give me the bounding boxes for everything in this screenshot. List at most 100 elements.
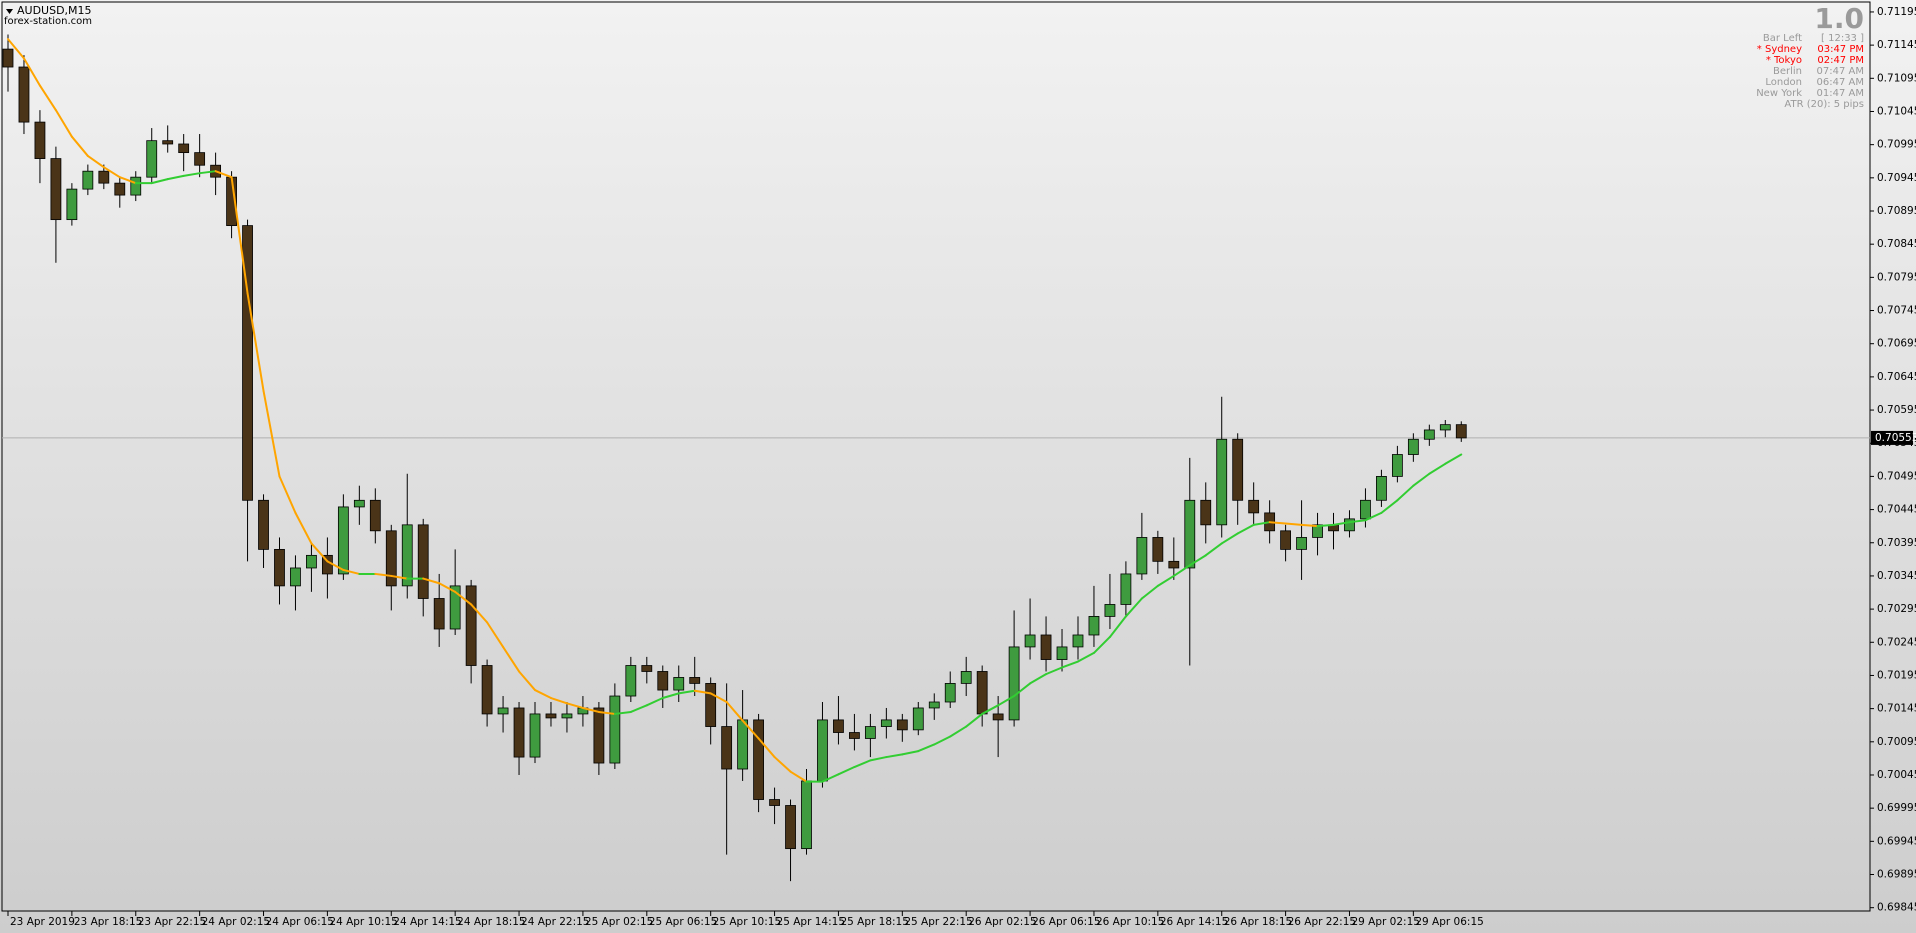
info-value: 07:47 AM [1817,66,1864,77]
moving-average-segment [38,84,57,112]
moving-average-segment [454,590,473,606]
info-label: London [1765,77,1802,88]
candle-body [1296,537,1307,550]
candle-body [545,713,557,719]
moving-average-segment [118,176,137,185]
moving-average-segment [22,57,41,87]
moving-average-segment [1332,521,1351,526]
candle [928,693,940,720]
x-tick-label: 23 Apr 18:15 [74,916,142,928]
info-label: Berlin [1773,66,1802,77]
candle [433,573,445,647]
candle [721,683,733,855]
candle [162,125,174,153]
moving-average-segment [725,700,744,722]
candle [609,683,621,770]
symbol-menu-arrow[interactable] [6,9,13,14]
moving-average-segment [837,766,856,776]
candle [896,713,908,742]
moving-average-segment [773,756,792,773]
candle [1024,598,1036,660]
candle-body [337,506,349,575]
candle [1184,457,1196,666]
moving-average-segment [470,603,489,624]
candle [1248,482,1260,525]
candle [1344,510,1355,538]
candle [114,177,126,208]
x-tick-label: 24 Apr 14:15 [393,916,461,928]
moving-average-segment [1172,564,1191,577]
x-tick-label: 23 Apr 22:15 [138,916,206,928]
candle-body [1088,616,1100,636]
candle [960,656,972,697]
y-tick-label: 0.70795 [1877,271,1916,283]
moving-average-segment [342,568,361,575]
candle [864,713,876,758]
info-atr: ATR (20): 5 pips [1784,99,1864,110]
x-tick-label: 25 Apr 02:15 [585,916,653,928]
moving-average-segment [1029,673,1048,685]
moving-average-segment [1092,635,1111,654]
moving-average-segment [901,750,920,756]
candle-body [753,719,764,800]
moving-average-segment [597,710,616,715]
candle-body [1072,634,1084,648]
candle [1040,616,1052,672]
y-tick-label: 0.70945 [1877,172,1916,184]
candle-body [785,805,796,850]
candle [912,701,924,736]
candle-body [66,188,78,221]
y-tick-label: 0.71095 [1877,72,1916,84]
moving-average-segment [150,178,169,185]
candle-body [529,713,541,758]
candle-body [625,665,637,697]
moving-average-segment [182,172,201,177]
candle-body [1168,560,1180,569]
candle-body [769,799,780,806]
x-tick-label: 24 Apr 10:15 [329,916,397,928]
y-tick-label: 0.70345 [1877,570,1916,582]
candle-body [1056,646,1068,660]
candle-body [705,683,717,727]
moving-average-segment [518,670,537,692]
candle-body [433,598,445,630]
candle [1296,500,1307,580]
candle [146,128,158,184]
moving-average-segment [821,773,840,783]
x-tick-label: 25 Apr 10:15 [713,916,781,928]
candle-body [130,176,142,196]
candle-body [1248,499,1260,514]
candle-body [114,182,126,196]
x-tick-label: 25 Apr 22:15 [904,916,972,928]
candle-body [242,225,253,501]
moving-average-segment [502,645,521,673]
info-value: 02:47 PM [1817,55,1864,66]
candle-body [912,707,924,731]
candle-body [1376,476,1387,501]
candle [66,183,78,226]
candle-body [896,719,908,731]
y-tick-label: 0.71195 [1877,6,1916,18]
moving-average-segment [1188,554,1207,567]
moving-average-segment [789,770,808,783]
candle [689,656,701,697]
x-tick-label: 25 Apr 18:15 [840,916,908,928]
candle [1136,512,1148,580]
candle [593,701,605,775]
candle [529,701,541,764]
moving-average-segment [374,572,393,577]
moving-average-segment [581,706,600,713]
y-tick-label: 0.70195 [1877,669,1916,681]
candle [753,713,764,813]
candle-body [1439,424,1451,431]
candle-body [1040,634,1052,660]
candle-body [880,719,892,727]
candle-body [1120,573,1132,605]
moving-average-segment [86,154,105,169]
moving-average-segment [709,692,728,703]
candle-body [1344,518,1355,532]
y-tick-label: 0.69995 [1877,802,1916,814]
moving-average-segment [1013,682,1032,698]
candle-body [1455,424,1467,439]
candle-body [258,499,269,550]
